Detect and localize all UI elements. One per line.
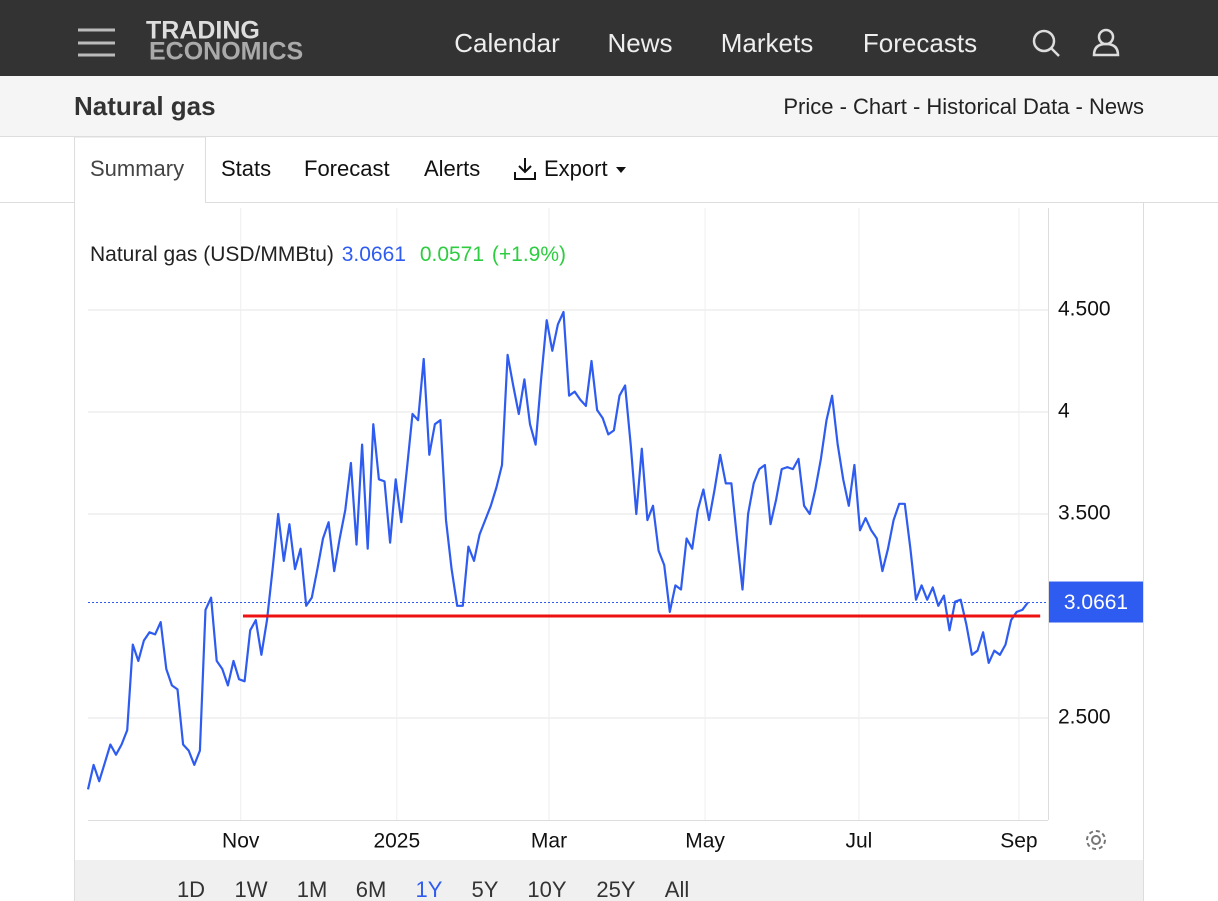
- range-button[interactable]: 1W: [235, 877, 268, 901]
- range-button[interactable]: 1Y: [416, 877, 443, 901]
- search-icon[interactable]: [1032, 29, 1060, 57]
- last-price-label: 3.0661: [1064, 591, 1128, 614]
- nav-link[interactable]: Forecasts: [863, 28, 977, 58]
- range-button[interactable]: 10Y: [527, 877, 566, 901]
- export-icon[interactable]: [514, 158, 536, 180]
- last-price-box: [1049, 581, 1143, 623]
- x-tick-label: Mar: [531, 830, 567, 853]
- range-button[interactable]: 25Y: [596, 877, 635, 901]
- tab[interactable]: Summary: [90, 156, 184, 181]
- menu-icon[interactable]: [78, 28, 115, 57]
- logo[interactable]: ECONOMICS: [149, 38, 303, 66]
- legend-change: 0.0571: [420, 243, 484, 266]
- user-icon[interactable]: [1092, 28, 1120, 57]
- legend-name: Natural gas (USD/MMBtu): [90, 243, 334, 266]
- x-tick-label: Jul: [845, 830, 872, 853]
- caret: [616, 167, 626, 173]
- x-tick-label: 2025: [373, 830, 420, 853]
- range-buttons: 1D 1W 1M 6M 1Y 5Y 10Y 25Y All: [177, 877, 689, 901]
- tab[interactable]: Export: [544, 156, 608, 181]
- range-button[interactable]: All: [665, 877, 689, 901]
- legend-price: 3.0661: [342, 243, 406, 266]
- y-tick-label: 3.500: [1058, 502, 1111, 525]
- range-button[interactable]: 1D: [177, 877, 205, 901]
- nav-link[interactable]: News: [607, 28, 672, 58]
- range-button[interactable]: 5Y: [472, 877, 499, 901]
- settings-icon[interactable]: [1086, 830, 1106, 850]
- x-tick-label: Sep: [1000, 830, 1037, 853]
- nav-link[interactable]: Markets: [721, 28, 813, 58]
- sub-links[interactable]: Price - Chart - Historical Data - News: [783, 94, 1144, 119]
- tab[interactable]: Stats: [221, 156, 271, 181]
- page-title: Natural gas: [74, 91, 216, 121]
- sub-header: [0, 76, 1218, 136]
- plot: 2.500 3.500 4 4.500 Nov 2025 Mar May Jul Sep 3.066…: [86, 208, 1143, 853]
- tab[interactable]: Forecast: [304, 156, 390, 181]
- legend: Natural gas (USD/MMBtu) 3.0661 0.0571 (+…: [90, 243, 566, 266]
- range-bar: [75, 860, 1143, 901]
- x-tick-label: May: [685, 830, 725, 853]
- price-line: [86, 310, 1029, 790]
- top-bar: [0, 0, 1218, 76]
- y-tick-label: 4.500: [1058, 298, 1111, 321]
- x-tick-label: Nov: [222, 830, 260, 853]
- range-button[interactable]: 6M: [356, 877, 387, 901]
- y-tick-label: 4: [1058, 400, 1070, 423]
- legend-change-pct: (+1.9%): [492, 243, 566, 266]
- range-button[interactable]: 1M: [297, 877, 328, 901]
- logo[interactable]: TRADING: [146, 17, 260, 45]
- y-tick-label: 2.500: [1058, 706, 1111, 729]
- tab-border: [0, 136, 1218, 203]
- nav-link[interactable]: Calendar: [454, 28, 560, 58]
- tab[interactable]: Alerts: [424, 156, 480, 181]
